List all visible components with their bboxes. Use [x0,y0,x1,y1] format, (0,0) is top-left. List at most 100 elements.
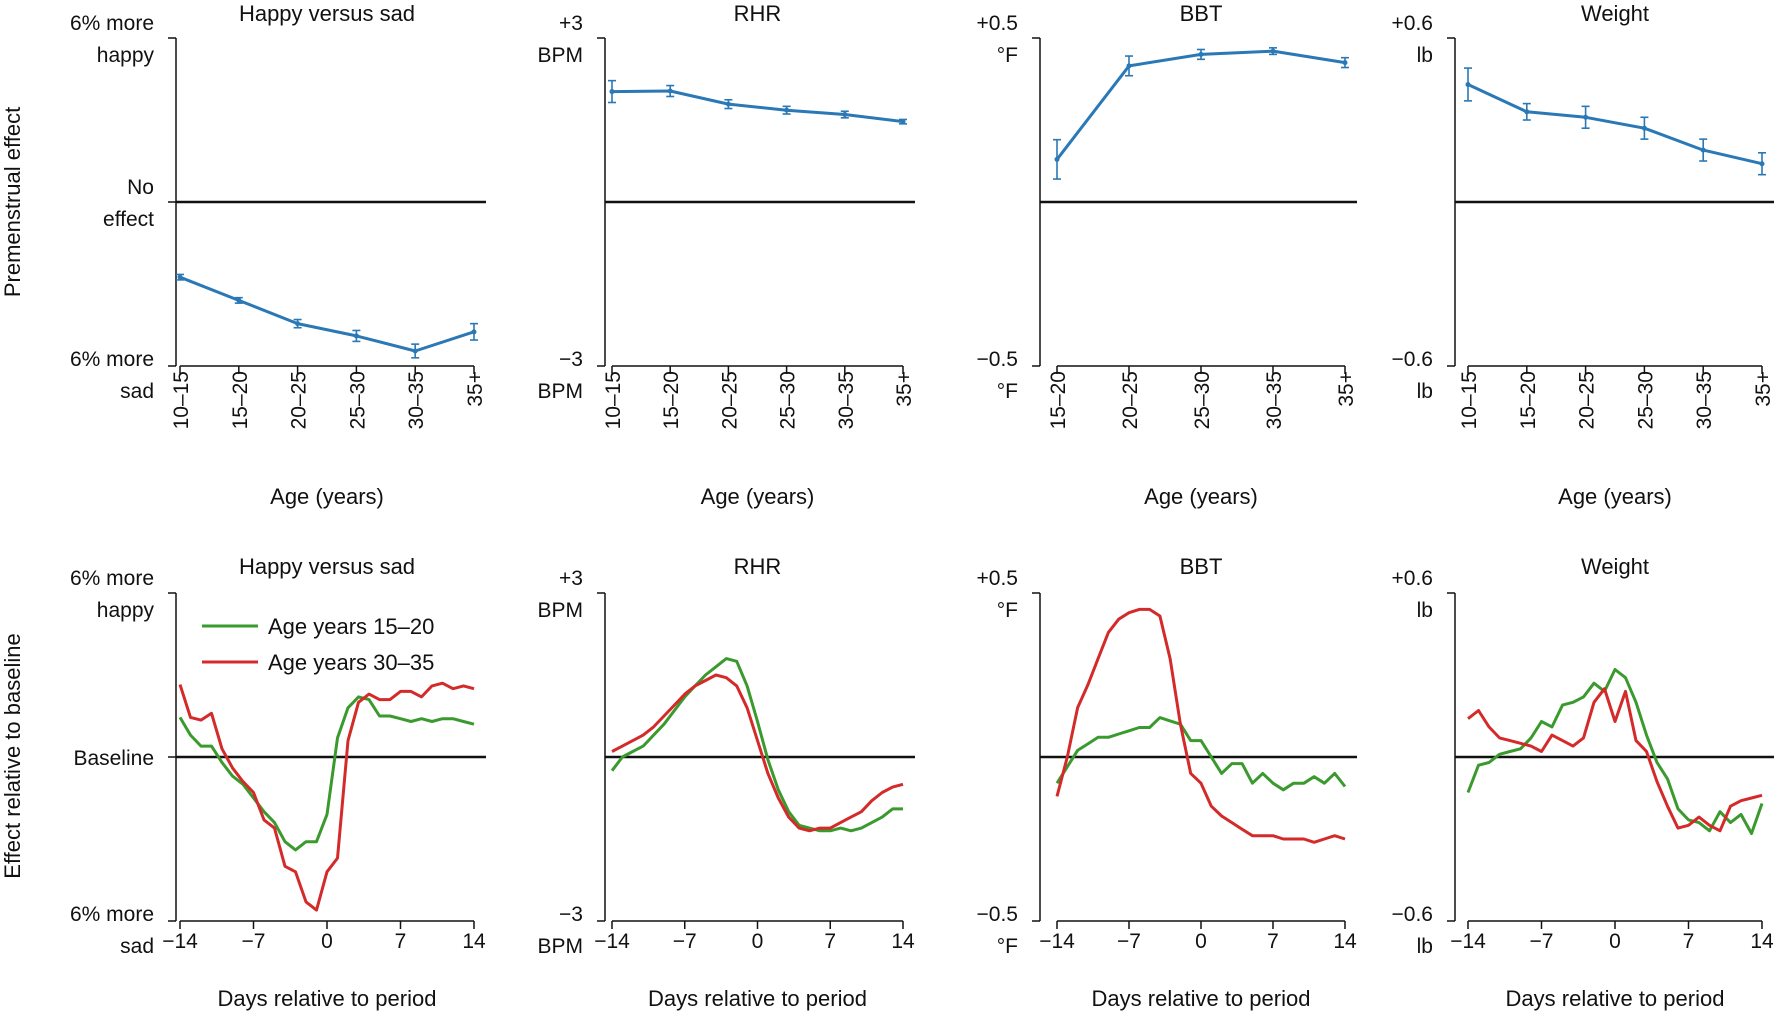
x-tick-label: 0 [321,930,333,953]
x-axis-title: Days relative to period [648,986,867,1011]
x-tick-label: 25–30 [1634,371,1657,429]
panel-title: Weight [1581,1,1649,26]
y-tick-label-line: No [127,176,154,199]
panel-title: BBT [1180,1,1223,26]
y-tick-label: +0.5 °F [977,567,1018,622]
panel-title: Happy versus sad [239,554,415,579]
series-line-age-30-35 [178,681,475,912]
y-tick-label-line: 6% more [70,348,154,371]
x-tick-label: 35+ [893,371,916,407]
x-tick-label: 10–15 [170,371,193,429]
y-tick-label: Baseline [73,747,154,770]
panel-1-2: BBT +0.5 °F −0.5 °F Days relative to period −1… [977,554,1357,1011]
y-tick-label-line: −0.5 [977,903,1018,926]
y-tick-label: −3 BPM [537,903,583,958]
y-tick-label-line: +0.6 [1392,12,1433,35]
x-axis-title: Days relative to period [218,986,437,1011]
y-tick-label-line: °F [997,935,1018,958]
y-tick-label-line: °F [997,380,1018,403]
x-tick-label: 35+ [1752,371,1775,407]
y-tick-label-line: effect [103,208,154,231]
y-tick-label-line: happy [97,44,155,67]
data-point [1583,114,1589,120]
x-tick-label: 0 [1195,930,1207,953]
series-line-age-30-35 [1467,687,1763,833]
data-point [667,88,673,94]
x-tick-label: −7 [673,930,697,953]
y-tick-label: 6% more sad [70,348,154,403]
panel-1-0: Happy versus sad 6% more happy Baseline 6% m… [70,554,486,1011]
y-tick-label-line: lb [1417,599,1433,622]
x-tick-label: 15–20 [1047,371,1070,429]
x-axis-title: Age (years) [270,484,384,509]
panel-0-0: Happy versus sad 6% more happy No effect 6% m… [70,1,487,509]
data-point [236,297,242,303]
x-tick-label: −7 [242,930,266,953]
y-tick-label-line: +0.5 [977,567,1018,590]
x-tick-label: 7 [824,930,836,953]
x-tick-label: 35+ [1335,371,1358,407]
data-point [1198,51,1204,57]
y-tick-label-line: BPM [537,935,583,958]
series-line-age-15-20 [178,695,475,852]
data-point [471,329,477,335]
x-tick-label: 15–20 [229,371,252,429]
x-tick-label: 14 [1750,930,1774,953]
data-point [1641,125,1647,131]
x-tick-label: −14 [162,930,198,953]
y-tick-label: 6% more sad [70,903,154,958]
y-tick-label: 6% more happy [70,567,155,622]
x-tick-label: 25–30 [1191,371,1214,429]
series-line [1055,49,1346,161]
y-tick-label: +3 BPM [537,12,583,67]
y-tick-label-line: +0.5 [977,12,1018,35]
legend-label: Age years 15–20 [268,614,434,639]
x-axis-title: Age (years) [1558,484,1672,509]
y-tick-label: +0.5 °F [977,12,1018,67]
panel-title: RHR [734,1,782,26]
y-tick-label: −0.5 °F [977,348,1018,403]
y-tick-label-line: °F [997,44,1018,67]
x-tick-label: 20–25 [1119,371,1142,429]
y-tick-label: −0.6 lb [1392,348,1433,403]
data-point [1342,60,1348,66]
x-tick-label: 30–35 [1263,371,1286,429]
y-tick-label-line: −0.5 [977,348,1018,371]
panel-title: RHR [734,554,782,579]
y-tick-label-line: BPM [537,599,583,622]
x-tick-label: 30–35 [835,371,858,429]
y-tick-label-line: BPM [537,44,583,67]
y-tick-label-line: +3 [559,567,583,590]
data-point [295,321,301,327]
panel-title: Happy versus sad [239,1,415,26]
data-point [1126,63,1132,69]
x-tick-label: 14 [891,930,915,953]
x-axis-title: Days relative to period [1092,986,1311,1011]
x-tick-label: −14 [594,930,630,953]
x-tick-label: 10–15 [1458,371,1481,429]
data-point [1524,109,1530,115]
y-tick-label-line: lb [1417,380,1433,403]
x-tick-label: −14 [1450,930,1486,953]
y-tick-label-line: BPM [537,380,583,403]
data-point [1700,147,1706,153]
panel-1-3: Weight +0.6 lb −0.6 lb Days relative to perio… [1392,554,1774,1011]
series-line-age-15-20 [610,657,903,833]
x-tick-label: 7 [1683,930,1695,953]
y-tick-label-line: −0.6 [1392,903,1433,926]
x-tick-label: 20–25 [288,371,311,429]
x-axis-title: Age (years) [1144,484,1258,509]
y-tick-label: −3 BPM [537,348,583,403]
y-tick-label: 6% more happy [70,12,155,67]
y-tick-label-line: 6% more [70,12,154,35]
data-point [1465,81,1471,87]
row-ylabel-top: Premenstrual effect [0,107,25,297]
series-line-age-30-35 [1055,607,1346,844]
y-tick-label-line: sad [120,380,154,403]
x-tick-label: 7 [1267,930,1279,953]
x-tick-label: 10–15 [602,371,625,429]
y-tick-label-line: 6% more [70,567,154,590]
series-line-age-30-35 [611,673,904,833]
